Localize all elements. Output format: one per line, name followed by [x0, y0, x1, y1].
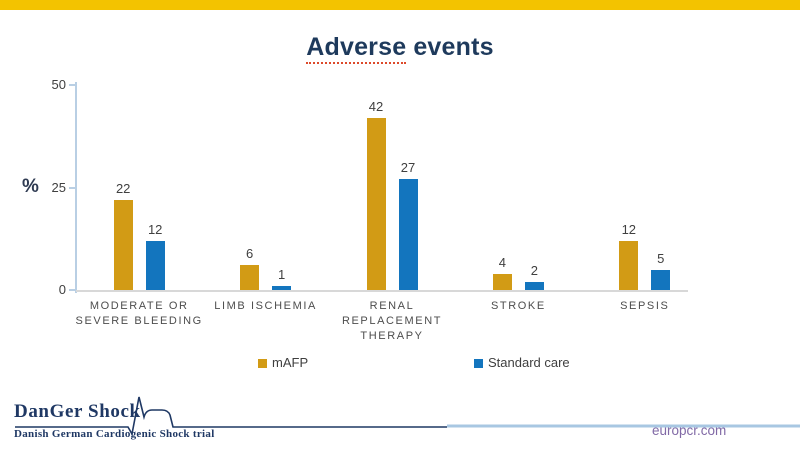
legend-swatch-standard-care	[474, 358, 483, 368]
bar-value-label: 42	[368, 98, 384, 114]
bar-value-label: 2	[530, 262, 538, 278]
bar-value-label: 12	[147, 221, 163, 237]
legend-item-standard-care: Standard care	[474, 355, 570, 371]
y-tick-label: 0	[58, 282, 66, 297]
bar-standard-care	[524, 281, 544, 290]
footer-graphics	[15, 396, 800, 437]
logo-subtitle: Danish German Cardiogenic Shock trial	[14, 428, 215, 440]
bar-mafp	[240, 265, 260, 290]
category-label: MODERATE OR SEVERE BLEEDING	[75, 300, 203, 327]
y-tick-mark	[69, 186, 76, 189]
category-label: LIMB ISCHEMIA	[214, 300, 317, 312]
bar-value-label: 4	[498, 254, 506, 270]
y-tick-mark	[69, 84, 76, 86]
category-label: RENAL REPLACEMENT THERAPY	[341, 300, 443, 342]
legend-label-mafp: mAFP	[272, 355, 309, 370]
y-axis-unit-label: %	[22, 175, 39, 197]
bar-standard-care	[651, 269, 671, 290]
bar-value-label: 22	[115, 180, 131, 196]
y-tick-mark	[69, 289, 76, 291]
bar-value-label: 27	[400, 160, 416, 176]
bar-value-label: 12	[621, 221, 637, 237]
title-word-events: events	[413, 33, 494, 61]
bar-standard-care	[145, 240, 165, 290]
top-accent-strip	[0, 0, 800, 10]
bar-mafp	[366, 117, 386, 290]
legend-label-standard-care: Standard care	[488, 355, 570, 370]
bar-mafp	[113, 199, 133, 290]
y-tick-label: 25	[51, 179, 66, 195]
title-word-adverse: Adverse	[306, 33, 407, 64]
y-tick-label: 50	[51, 77, 66, 92]
page-title: Adverse events	[0, 33, 800, 64]
bar-value-label: 6	[245, 246, 254, 262]
ecg-trace-icon	[15, 396, 447, 437]
bar-value-label: 1	[277, 266, 286, 282]
y-axis	[75, 82, 77, 293]
category-label: STROKE	[490, 300, 546, 312]
bar-standard-care	[272, 285, 292, 290]
x-axis	[76, 290, 688, 292]
bar-mafp	[619, 240, 639, 290]
logo-title: DanGer Shock	[14, 401, 141, 422]
europcr-watermark: europcr.com	[652, 423, 727, 438]
legend-swatch-mafp	[258, 358, 267, 368]
bar-value-label: 5	[657, 250, 665, 266]
category-label: SEPSIS	[620, 300, 670, 312]
bar-mafp	[492, 273, 512, 290]
legend-item-mafp: mAFP	[258, 355, 308, 371]
bar-standard-care	[398, 179, 418, 290]
